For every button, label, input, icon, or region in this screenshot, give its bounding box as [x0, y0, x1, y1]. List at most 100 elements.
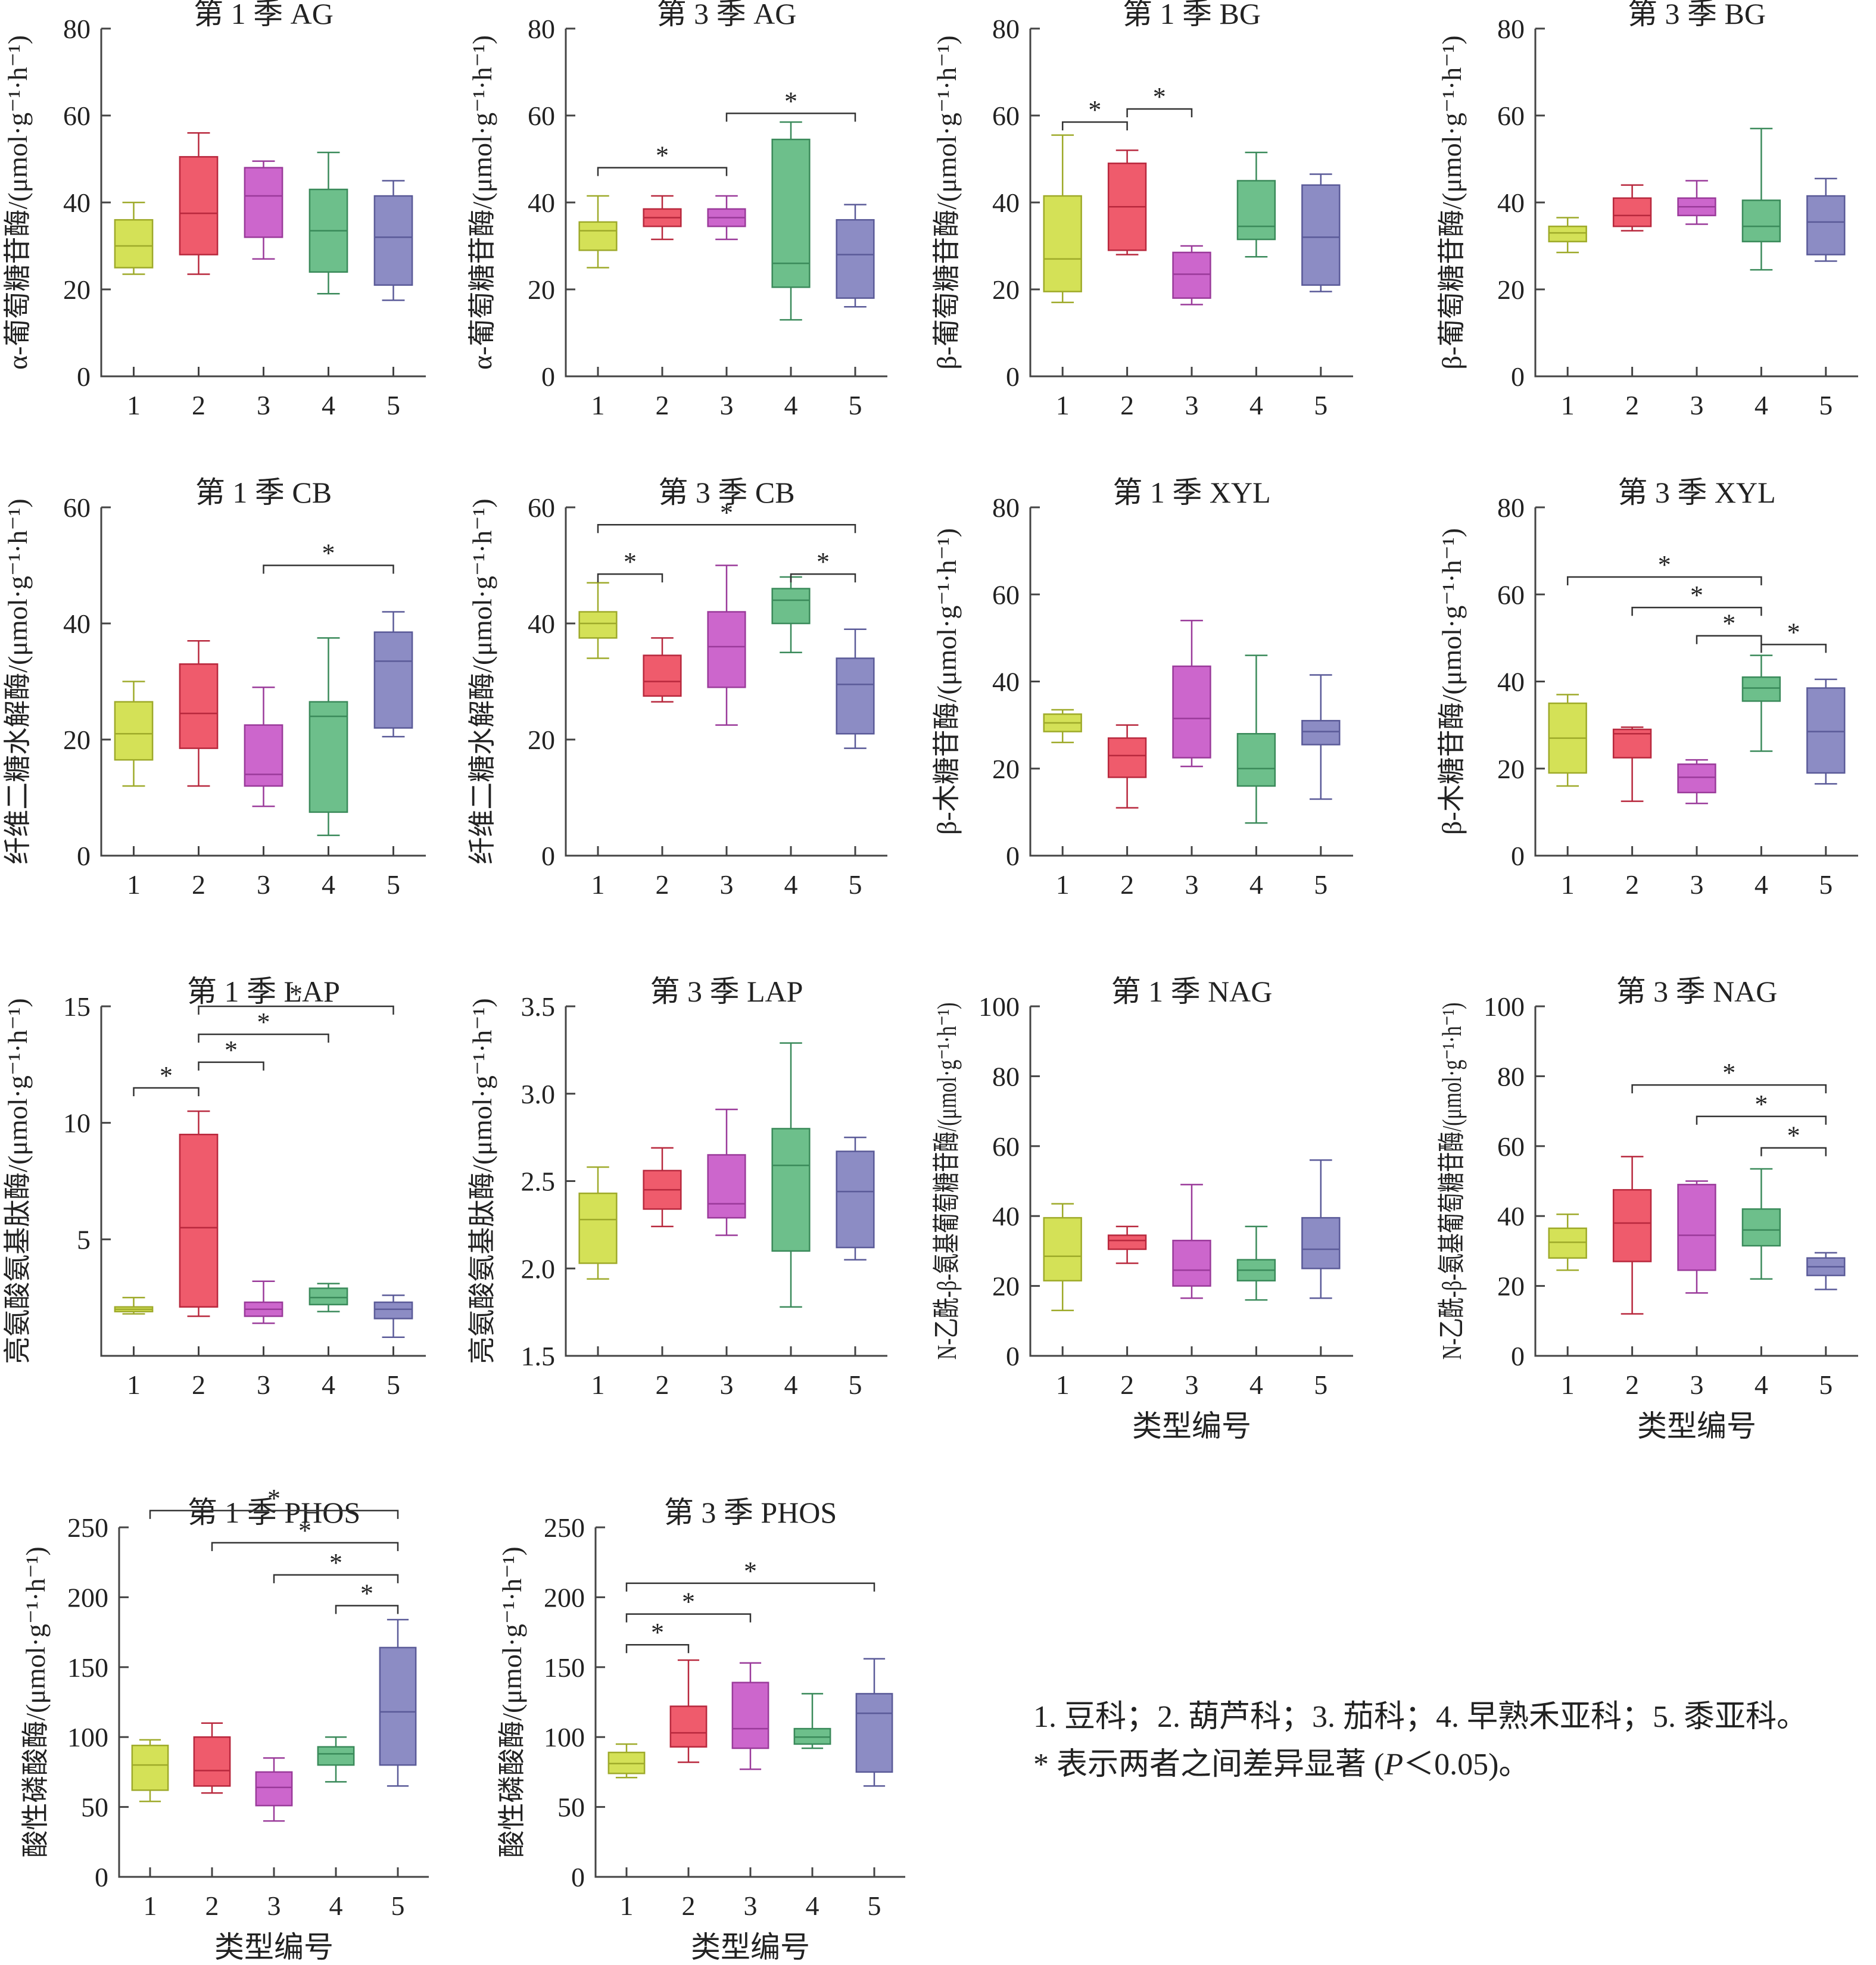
y-axis-label: N-乙酰-β-氨基葡萄糖苷酶/(μmol·g⁻¹·h⁻¹) [1436, 1003, 1467, 1360]
y-tick-label: 150 [544, 1652, 585, 1683]
significance-star: * [329, 1548, 342, 1577]
box-5 [1301, 674, 1341, 800]
significance-star: * [682, 1587, 695, 1617]
box-3 [707, 1108, 746, 1236]
box-1 [607, 1743, 646, 1779]
x-tick-label: 4 [806, 1891, 819, 1921]
bracket-line [198, 1061, 264, 1071]
significance-bracket: * [1696, 609, 1762, 644]
y-tick-label: 200 [544, 1582, 585, 1612]
box-1 [114, 1296, 154, 1315]
y-tick-label: 40 [1497, 667, 1525, 697]
chart-panel-7: 0 20 40 60 80 1 2 3 4 5 第 1 季 XYL β-木糖苷酶/(μmol·g⁻¹·… [931, 476, 1353, 900]
box-iqr [578, 611, 618, 639]
y-tick-label: 20 [1497, 754, 1525, 784]
box-1 [1043, 1203, 1082, 1311]
box-3 [731, 1662, 769, 1770]
box-2 [1107, 149, 1147, 255]
significance-bracket: * [198, 1035, 264, 1071]
box-iqr [1612, 1189, 1652, 1262]
box-3 [1677, 1180, 1716, 1294]
y-tick-label: 80 [992, 1061, 1020, 1091]
significance-bracket: * [263, 539, 394, 574]
x-tick-label: 5 [1314, 869, 1327, 900]
significance-note-p: P [1384, 1748, 1404, 1782]
box-iqr [1548, 1227, 1587, 1259]
box-5 [836, 204, 875, 308]
bracket-line [1126, 108, 1193, 118]
x-tick-label: 4 [1249, 1370, 1263, 1400]
box-iqr [578, 221, 618, 251]
box-5 [379, 1618, 417, 1787]
box-iqr [1612, 197, 1652, 227]
box-1 [114, 201, 154, 275]
significance-star: * [1787, 1121, 1800, 1150]
box-iqr [308, 1287, 348, 1306]
significance-star: * [1722, 609, 1735, 638]
box-iqr [193, 1736, 231, 1787]
bracket-line [597, 524, 856, 534]
y-tick-label: 3.0 [521, 1079, 556, 1109]
x-tick-label: 5 [1819, 869, 1833, 900]
significance-star: * [1658, 550, 1671, 579]
box-5 [373, 180, 413, 301]
box-iqr [578, 1192, 618, 1264]
x-tick-label: 5 [1314, 1370, 1327, 1400]
box-iqr [255, 1771, 293, 1807]
bracket-line [1631, 1084, 1827, 1094]
x-tick-label: 1 [591, 1370, 605, 1400]
x-tick-label: 3 [267, 1891, 281, 1921]
significance-bracket: * [1696, 1090, 1827, 1125]
y-tick-label: 60 [1497, 1131, 1525, 1162]
box-iqr [771, 1128, 811, 1252]
y-tick-label: 80 [63, 14, 91, 44]
significance-note-prefix: * 表示两者之间差异显著 ( [1033, 1748, 1385, 1782]
chart-panel-4: 0 20 40 60 80 1 2 3 4 5 第 3 季 BG β-葡萄糖苷酶/(μmol·g⁻¹·… [1436, 0, 1858, 420]
significance-star: * [160, 1061, 173, 1090]
y-axis-label: β-木糖苷酶/(μmol·g⁻¹·h⁻¹) [1436, 528, 1467, 835]
box-2 [193, 1722, 231, 1794]
box-4 [1236, 151, 1276, 258]
significance-bracket: * [625, 1618, 690, 1654]
box-3 [244, 687, 283, 807]
x-tick-label: 1 [591, 869, 605, 900]
box-iqr [114, 701, 154, 761]
x-tick-label: 4 [322, 869, 335, 900]
y-tick-label: 40 [1497, 188, 1525, 218]
significance-note: * 表示两者之间差异显著 (P＜0.05)。 [1033, 1739, 1529, 1783]
y-tick-label: 60 [63, 101, 91, 131]
x-tick-label: 3 [720, 390, 734, 420]
box-2 [1612, 1156, 1652, 1315]
y-tick-label: 0 [541, 361, 555, 392]
significance-bracket: * [790, 547, 856, 583]
x-tick-label: 4 [1755, 1370, 1768, 1400]
box-5 [1806, 678, 1846, 785]
x-axis-label: 类型编号 [214, 1930, 334, 1964]
box-iqr [771, 138, 811, 288]
y-axis-label: 纤维二糖水解酶/(μmol·g⁻¹·h⁻¹) [467, 498, 497, 864]
box-iqr [707, 611, 746, 688]
chart-panel-9: 5 10 15 1 2 3 4 5 第 1 季 LAP 亮氨酸氨基肽酶/(μmol·g⁻¹·h⁻¹… [2, 975, 426, 1400]
x-tick-label: 5 [849, 390, 862, 420]
box-iqr [179, 663, 219, 749]
box-2 [669, 1659, 708, 1763]
y-axis-label: 酸性磷酸酶/(μmol·g⁻¹·h⁻¹) [20, 1546, 51, 1857]
box-3 [244, 1280, 283, 1324]
x-tick-label: 2 [1625, 1370, 1639, 1400]
x-tick-label: 5 [1314, 390, 1327, 420]
x-tick-label: 1 [127, 1370, 141, 1400]
chart-title: 第 1 季 AG [194, 0, 334, 30]
box-2 [179, 640, 219, 787]
significance-bracket: * [1760, 1121, 1827, 1156]
y-tick-label: 40 [528, 609, 555, 639]
y-tick-label: 80 [528, 14, 555, 44]
box-1 [1043, 709, 1082, 744]
box-2 [1612, 726, 1652, 802]
box-iqr [1548, 225, 1587, 242]
bracket-line [1696, 1115, 1827, 1125]
bracket-line [625, 1582, 875, 1592]
bracket-line [335, 1605, 399, 1614]
x-tick-label: 3 [1185, 390, 1199, 420]
chart-panel-10: 1.5 2.0 2.5 3.0 3.5 1 2 3 4 5 第 3 季 LAP 亮氨酸氨基肽酶/(μm… [467, 975, 887, 1400]
